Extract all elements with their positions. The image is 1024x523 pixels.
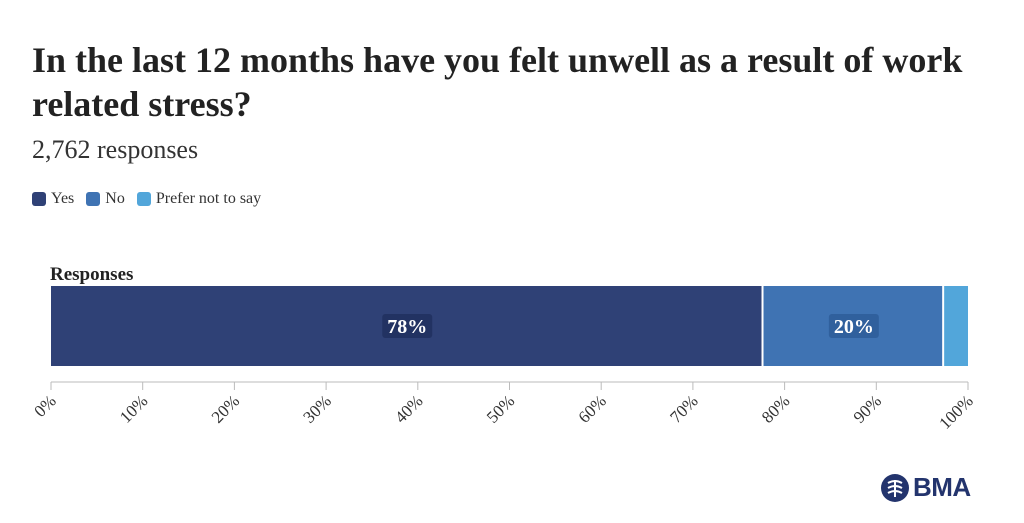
x-tick-label: 20% bbox=[208, 391, 243, 426]
data-label-no: 20% bbox=[834, 316, 874, 338]
legend-item-prefer-not-to-say[interactable]: Prefer not to say bbox=[136, 190, 262, 208]
legend-swatch-prefer-not-to-say bbox=[136, 192, 151, 206]
x-tick-label: 100% bbox=[935, 391, 976, 432]
x-tick-label: 80% bbox=[758, 391, 793, 426]
bar-segment-prefer-not-to-say[interactable] bbox=[944, 286, 968, 366]
chart-title: In the last 12 months have you felt unwe… bbox=[32, 40, 963, 124]
x-tick-label: 70% bbox=[666, 391, 701, 426]
x-tick-label: 50% bbox=[483, 391, 518, 426]
data-label-bg bbox=[828, 314, 879, 338]
legend-label-prefer-not-to-say: Prefer not to say bbox=[155, 190, 262, 207]
x-tick-label: 30% bbox=[299, 391, 334, 426]
legend-swatch-no bbox=[86, 192, 101, 206]
category-label: Responses bbox=[50, 264, 133, 285]
legend-item-yes[interactable]: Yes bbox=[32, 190, 74, 208]
legend-swatch-yes bbox=[32, 192, 46, 206]
bar-segments: 78% 20% bbox=[51, 286, 968, 366]
bma-logo: BMA bbox=[880, 472, 971, 503]
x-tick-label: 10% bbox=[116, 391, 151, 426]
legend-label-yes: Yes bbox=[51, 190, 75, 207]
bma-logo-text: BMA bbox=[913, 472, 971, 502]
data-label-yes: 78% bbox=[387, 316, 427, 338]
x-tick-label: 40% bbox=[391, 391, 426, 426]
x-tick-label: 90% bbox=[850, 391, 885, 426]
x-tick-label: 60% bbox=[575, 391, 610, 426]
data-label-bg bbox=[382, 314, 433, 338]
x-tick-label: 0% bbox=[30, 391, 59, 420]
x-axis: 0% 10% 20% 30% 40% 50% 60% 70% 80% 90% 100% bbox=[30, 381, 977, 433]
chart-subtitle: 2,762 responses bbox=[32, 135, 199, 164]
bma-logo-icon bbox=[881, 473, 909, 502]
legend-label-no: No bbox=[105, 190, 125, 207]
legend: Yes No Prefer not to say bbox=[32, 190, 261, 208]
legend-item-no[interactable]: No bbox=[86, 190, 125, 208]
